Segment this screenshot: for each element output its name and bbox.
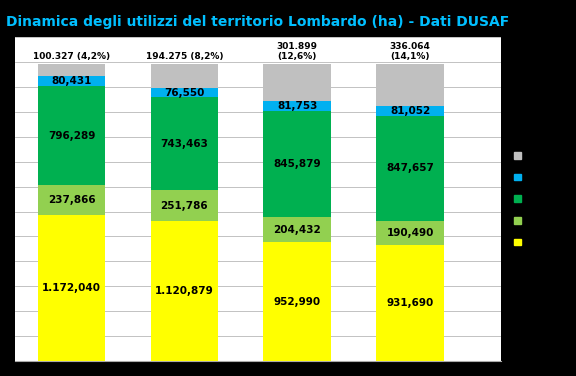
Text: 1.120,879: 1.120,879 [155,286,214,296]
Bar [376,115,444,221]
Text: 301.899
(12,6%): 301.899 (12,6%) [277,42,318,61]
Text: 845,879: 845,879 [274,159,321,169]
Bar [376,245,444,361]
Bar [263,101,331,111]
Bar [37,76,105,86]
Bar [37,86,105,185]
Bar [376,106,444,115]
Text: 80,431: 80,431 [51,76,92,86]
Bar [150,190,218,221]
Bar [37,215,105,361]
Text: 81,753: 81,753 [277,102,317,111]
Bar [150,221,218,361]
Text: 100.327 (4,2%): 100.327 (4,2%) [33,52,110,61]
Text: 81,052: 81,052 [390,106,430,115]
Text: 336.064
(14,1%): 336.064 (14,1%) [390,42,431,61]
Bar [263,64,331,101]
Legend: , , , , : , , , , [510,147,527,251]
Text: 743,463: 743,463 [161,139,209,149]
Text: 1.172,040: 1.172,040 [42,283,101,293]
Bar [263,242,331,361]
Text: 76,550: 76,550 [164,88,204,98]
Bar [263,111,331,217]
Bar [37,185,105,215]
Text: 952,990: 952,990 [274,297,321,307]
Text: 194.275 (8,2%): 194.275 (8,2%) [146,52,223,61]
Bar [150,97,218,190]
Text: 204,432: 204,432 [274,224,321,235]
Bar [376,221,444,245]
Text: 190,490: 190,490 [386,228,434,238]
Text: 237,866: 237,866 [48,195,95,205]
Bar [150,64,218,88]
Text: 251,786: 251,786 [161,201,208,211]
Bar [150,88,218,97]
Title: Dinamica degli utilizzi del territorio Lombardo (ha) - Dati DUSAF: Dinamica degli utilizzi del territorio L… [6,15,509,29]
Bar [263,217,331,242]
Bar [37,64,105,76]
Text: 931,690: 931,690 [386,298,434,308]
Text: 796,289: 796,289 [48,131,95,141]
Bar [376,64,444,106]
Text: 847,657: 847,657 [386,164,434,173]
